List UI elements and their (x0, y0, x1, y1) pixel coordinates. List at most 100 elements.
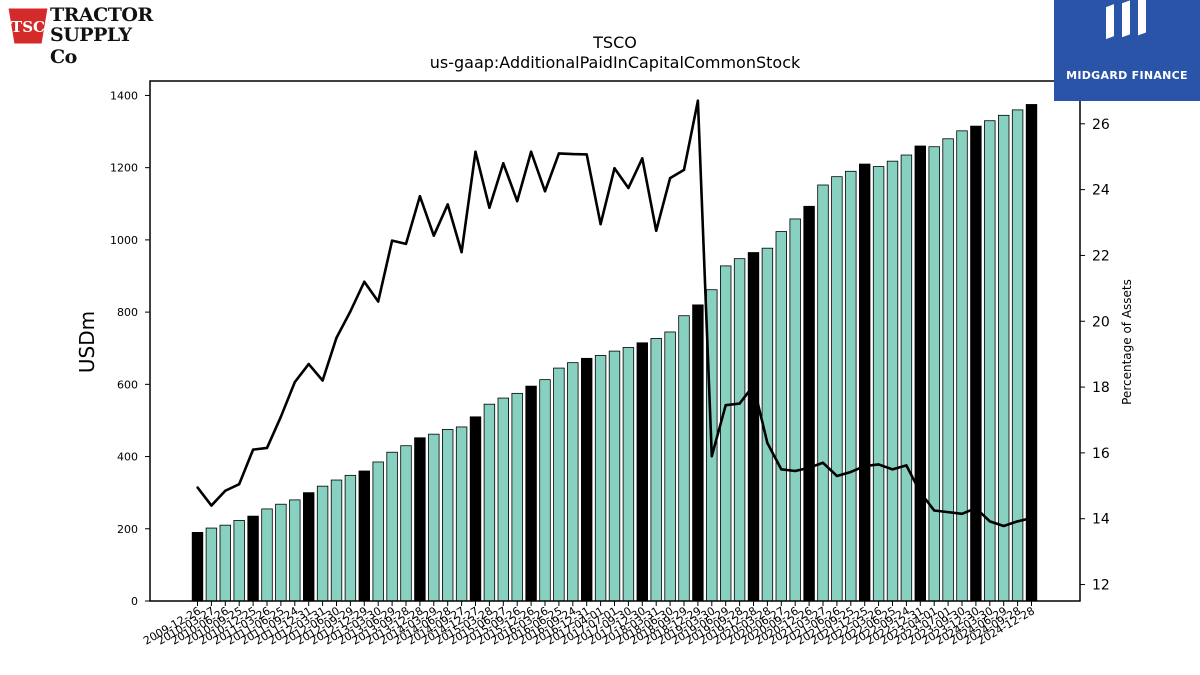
bar (803, 205, 815, 602)
bar (1025, 104, 1038, 602)
line-point (418, 194, 422, 198)
line-point (363, 280, 366, 283)
bar (664, 331, 676, 602)
line-point (794, 469, 797, 473)
bar (567, 362, 579, 602)
midgard-emblem-icon (1106, 0, 1146, 40)
bar (386, 451, 398, 602)
bar (914, 145, 927, 602)
bar (469, 416, 482, 602)
bar (581, 357, 593, 602)
bar (692, 304, 704, 602)
bar (455, 426, 468, 602)
bar (622, 347, 635, 602)
y2-tick-label: 20 (1092, 314, 1110, 330)
y-tick-label: 600 (117, 378, 138, 391)
bar (316, 485, 329, 602)
bar (942, 138, 954, 602)
line-point (307, 362, 310, 366)
bar (678, 315, 690, 602)
y-axis-label: USDm (75, 311, 99, 373)
y-tick-label: 1200 (110, 162, 138, 175)
line-point (279, 415, 283, 418)
line-point (1030, 516, 1033, 520)
line-point (585, 153, 588, 156)
bar (191, 531, 204, 602)
line-point (863, 464, 866, 468)
line-point (529, 150, 533, 153)
y2-axis-label: Percentage of Assets (1120, 279, 1134, 405)
bar (831, 176, 843, 602)
bar (956, 130, 968, 602)
line-point (432, 234, 435, 237)
line-point (460, 250, 463, 254)
bar (511, 392, 523, 602)
bar (775, 231, 788, 602)
y2-tick-label: 22 (1092, 248, 1110, 264)
y-tick-label: 200 (117, 523, 138, 536)
bar (817, 184, 829, 602)
bar (636, 342, 649, 602)
line-point (446, 203, 449, 206)
line-point (543, 190, 547, 193)
line-point (196, 486, 199, 489)
bar (372, 461, 384, 602)
line-point (571, 152, 574, 156)
line-point (696, 99, 700, 102)
bar (886, 160, 899, 602)
bar (900, 154, 913, 602)
line-point (766, 441, 769, 445)
bar (928, 146, 940, 602)
line-point (1016, 520, 1019, 523)
line-point (1002, 524, 1005, 528)
line-point (557, 152, 561, 155)
logo-line-1: TRACTOR (50, 4, 153, 26)
line-point (933, 509, 936, 512)
bar (289, 499, 301, 602)
line-point (752, 384, 755, 387)
line-point (682, 168, 686, 172)
line-point (988, 520, 991, 523)
bar (247, 515, 259, 602)
bar (608, 350, 621, 602)
bar (441, 429, 454, 602)
line-point (919, 491, 922, 494)
line-point (891, 468, 894, 471)
bar (400, 445, 412, 602)
bar (414, 437, 426, 602)
midgard-finance-logo: MIDGARD FINANCE (1054, 0, 1200, 101)
line-point (905, 464, 908, 467)
tractor-supply-logo: TSC TRACTOR SUPPLY Co (6, 4, 162, 68)
chart-subtitle: us-gaap:AdditionalPaidInCapitalCommonSto… (430, 53, 801, 72)
line-point (877, 463, 880, 466)
bar (650, 338, 662, 602)
y2-tick-label: 16 (1092, 446, 1110, 462)
tsc-badge-icon: TSC (7, 7, 49, 45)
y2-tick-label: 26 (1092, 117, 1110, 133)
line-point (335, 336, 338, 339)
line-point (710, 454, 713, 458)
bar (845, 170, 857, 602)
y-tick-label: 400 (117, 451, 138, 464)
bar (984, 120, 996, 602)
line-point (390, 239, 394, 242)
bar (539, 379, 551, 602)
y-tick-label: 800 (117, 306, 138, 319)
axes: 0 200 400 600 800 1000 1200 1400 12 14 16 18 20 22 24 2… (110, 80, 1110, 648)
chart-title: TSCO (592, 33, 637, 52)
bar (1011, 109, 1024, 602)
bar (428, 433, 440, 602)
bar (358, 470, 371, 602)
bar (594, 355, 607, 602)
line-point (349, 310, 352, 313)
bar (525, 385, 537, 602)
line-point (474, 150, 477, 153)
line-point (821, 461, 825, 464)
line-point (668, 176, 672, 180)
bar (859, 163, 871, 602)
line-point (265, 446, 269, 450)
line-point (321, 379, 324, 382)
line-point (293, 380, 296, 384)
bar (747, 252, 760, 602)
